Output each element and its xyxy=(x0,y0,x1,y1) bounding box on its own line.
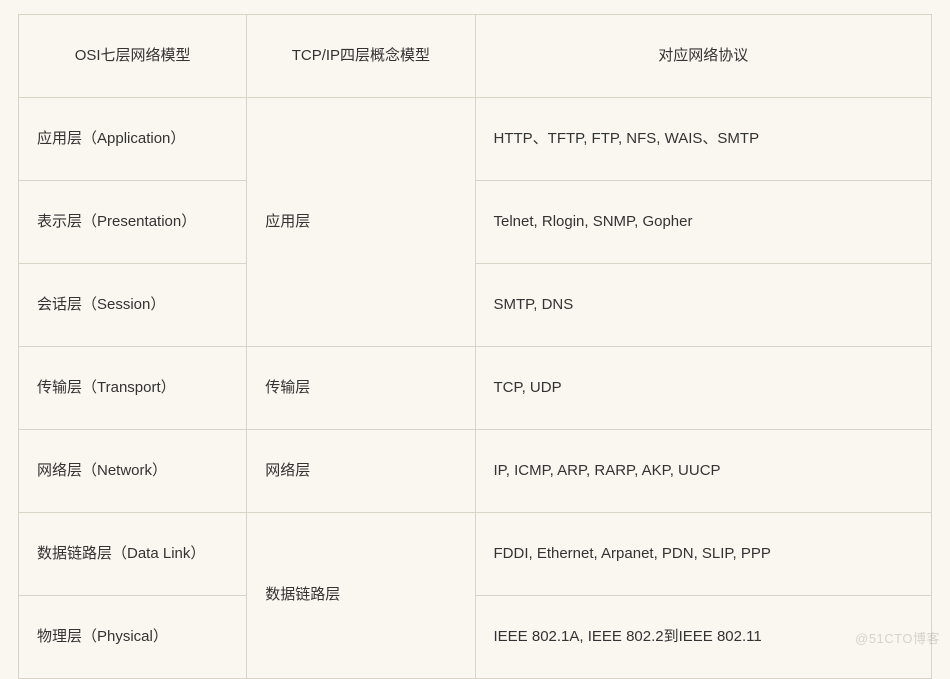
table-row: 会话层（Session） SMTP, DNS xyxy=(19,264,932,347)
table-row: 应用层（Application） 应用层 HTTP、TFTP, FTP, NFS… xyxy=(19,98,932,181)
cell-osi: 数据链路层（Data Link） xyxy=(19,513,247,596)
table-row: 网络层（Network） 网络层 IP, ICMP, ARP, RARP, AK… xyxy=(19,430,932,513)
cell-osi: 传输层（Transport） xyxy=(19,347,247,430)
cell-proto: TCP, UDP xyxy=(475,347,932,430)
cell-osi: 表示层（Presentation） xyxy=(19,181,247,264)
cell-proto: IEEE 802.1A, IEEE 802.2到IEEE 802.11 xyxy=(475,596,932,679)
cell-tcpip: 数据链路层 xyxy=(247,513,475,679)
cell-tcpip: 应用层 xyxy=(247,98,475,347)
cell-proto: SMTP, DNS xyxy=(475,264,932,347)
table-header-row: OSI七层网络模型 TCP/IP四层概念模型 对应网络协议 xyxy=(19,15,932,98)
cell-proto: HTTP、TFTP, FTP, NFS, WAIS、SMTP xyxy=(475,98,932,181)
col-header-tcpip: TCP/IP四层概念模型 xyxy=(247,15,475,98)
table-row: 传输层（Transport） 传输层 TCP, UDP xyxy=(19,347,932,430)
col-header-osi: OSI七层网络模型 xyxy=(19,15,247,98)
table-row: 物理层（Physical） IEEE 802.1A, IEEE 802.2到IE… xyxy=(19,596,932,679)
cell-proto: IP, ICMP, ARP, RARP, AKP, UUCP xyxy=(475,430,932,513)
cell-proto: Telnet, Rlogin, SNMP, Gopher xyxy=(475,181,932,264)
cell-tcpip: 网络层 xyxy=(247,430,475,513)
osi-tcpip-table: OSI七层网络模型 TCP/IP四层概念模型 对应网络协议 应用层（Applic… xyxy=(18,14,932,679)
cell-tcpip: 传输层 xyxy=(247,347,475,430)
table-row: 数据链路层（Data Link） 数据链路层 FDDI, Ethernet, A… xyxy=(19,513,932,596)
cell-proto: FDDI, Ethernet, Arpanet, PDN, SLIP, PPP xyxy=(475,513,932,596)
col-header-proto: 对应网络协议 xyxy=(475,15,932,98)
cell-osi: 网络层（Network） xyxy=(19,430,247,513)
table-row: 表示层（Presentation） Telnet, Rlogin, SNMP, … xyxy=(19,181,932,264)
cell-osi: 应用层（Application） xyxy=(19,98,247,181)
cell-osi: 物理层（Physical） xyxy=(19,596,247,679)
cell-osi: 会话层（Session） xyxy=(19,264,247,347)
